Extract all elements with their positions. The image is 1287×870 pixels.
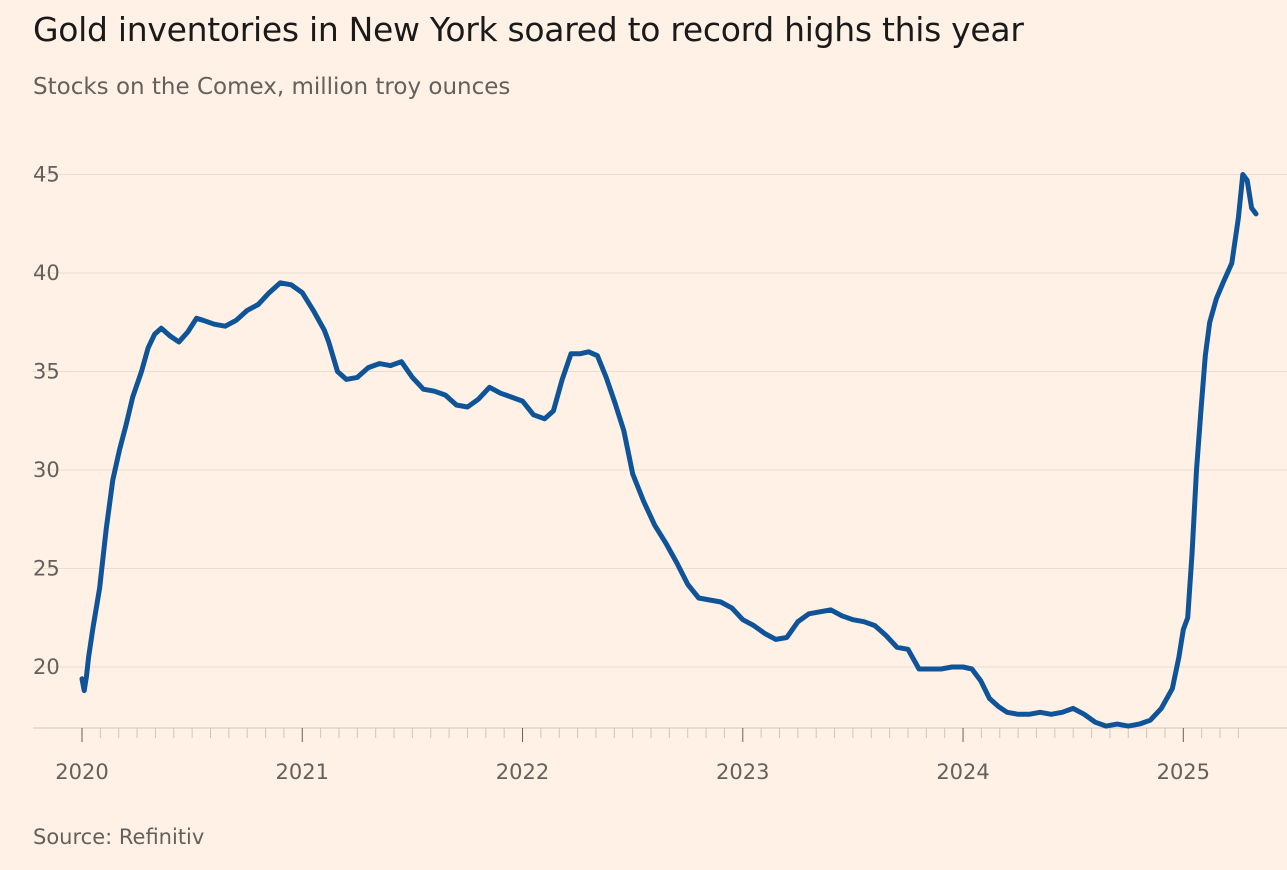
x-axis: 2020 2021 2022 2023 2024 2025 (33, 727, 1287, 784)
y-tick-label-20: 20 (33, 655, 60, 679)
y-axis: 20 25 30 35 40 45 (33, 163, 60, 680)
y-tick-label-35: 35 (33, 360, 60, 384)
series-layer (79, 172, 1259, 729)
x-tick-label-2025: 2025 (1157, 760, 1210, 784)
x-tick-label-2024: 2024 (936, 760, 989, 784)
chart-subtitle: Stocks on the Comex, million troy ounces (33, 74, 511, 100)
x-tick-label-2021: 2021 (276, 760, 329, 784)
y-tick-label-30: 30 (33, 458, 60, 482)
y-tick-label-45: 45 (33, 163, 60, 187)
grid-lines (33, 174, 1287, 668)
chart-title: Gold inventories in New York soared to r… (33, 10, 1024, 49)
source-note: Source: Refinitiv (33, 825, 205, 849)
y-tick-label-40: 40 (33, 261, 60, 285)
y-tick-label-25: 25 (33, 557, 60, 581)
x-tick-label-2022: 2022 (496, 760, 549, 784)
x-tick-label-2020: 2020 (55, 760, 108, 784)
x-tick-label-2023: 2023 (716, 760, 769, 784)
series-line-0 (79, 172, 1259, 729)
